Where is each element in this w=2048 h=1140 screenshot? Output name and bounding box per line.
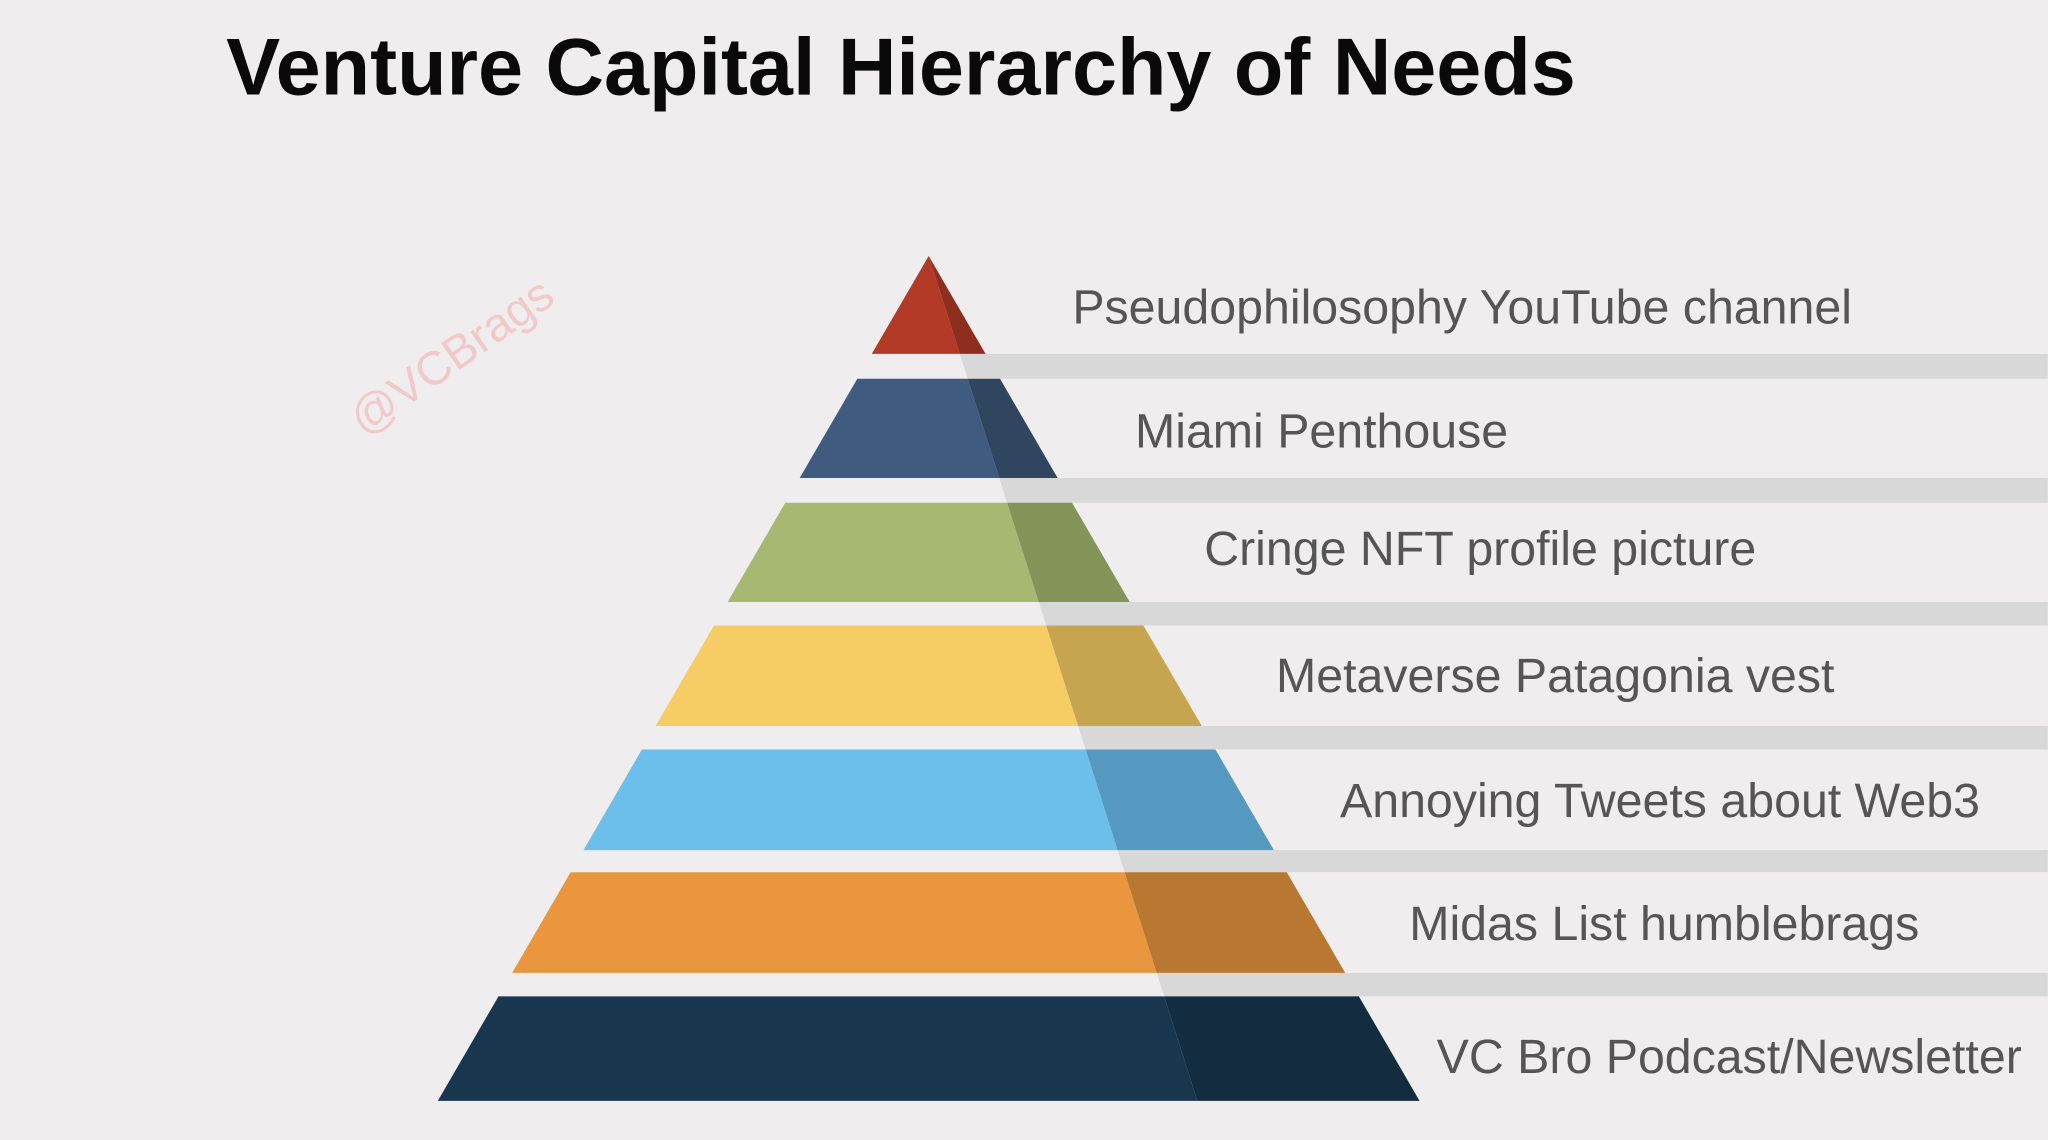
shelf-band xyxy=(1117,850,2048,873)
level-side xyxy=(1164,996,1420,1101)
pyramid-level xyxy=(437,996,1420,1101)
shelf-band xyxy=(1078,726,2048,750)
level-front xyxy=(583,749,1118,851)
level-label: Annoying Tweets about Web3 xyxy=(1340,774,1980,828)
pyramid xyxy=(437,255,1420,1101)
shelf-band xyxy=(959,353,2048,379)
title: Venture Capital Hierarchy of Needs xyxy=(226,23,1576,113)
level-front xyxy=(437,996,1198,1101)
shelf-band xyxy=(1038,601,2048,626)
level-label: VC Bro Podcast/Newsletter xyxy=(1437,1030,2022,1084)
level-front xyxy=(871,255,960,354)
bands xyxy=(959,353,2048,997)
level-front xyxy=(727,502,1039,602)
level-side xyxy=(967,378,1058,478)
level-label: Midas List humblebrags xyxy=(1409,897,1919,951)
level-side xyxy=(1085,749,1274,851)
pyramid-level xyxy=(871,255,986,354)
pyramid-level xyxy=(799,378,1058,478)
pyramid-level xyxy=(583,749,1274,851)
shelf-band xyxy=(999,477,2048,503)
level-label: Pseudophilosophy YouTube channel xyxy=(1072,281,1852,335)
level-side xyxy=(1124,872,1346,973)
level-label: Metaverse Patagonia vest xyxy=(1276,649,1835,703)
level-side xyxy=(1007,502,1130,602)
level-side xyxy=(1046,625,1202,727)
shelf-band xyxy=(1156,972,2048,997)
level-side xyxy=(928,255,986,354)
level-front xyxy=(512,872,1157,973)
level-label: Miami Penthouse xyxy=(1135,405,1508,459)
pyramid-level xyxy=(512,872,1346,973)
level-front xyxy=(799,378,1000,478)
level-front xyxy=(655,625,1079,727)
level-label: Cringe NFT profile picture xyxy=(1204,522,1756,576)
pyramid-level xyxy=(727,502,1130,602)
pyramid-level xyxy=(655,625,1202,727)
